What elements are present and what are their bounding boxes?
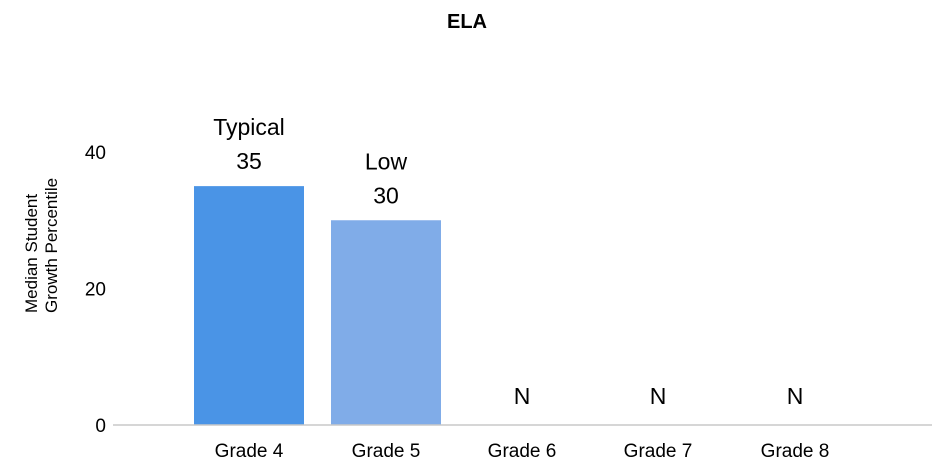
bar-value-label: 30	[373, 182, 399, 208]
bar	[331, 220, 441, 425]
bar-value-label: N	[787, 383, 804, 409]
x-tick-label: Grade 8	[761, 441, 830, 462]
y-axis-title-line-2: Growth Percentile	[42, 178, 61, 313]
bar	[194, 186, 304, 425]
y-axis-title-line-1: Median Student	[22, 194, 41, 313]
bar-value-label: 35	[236, 148, 262, 174]
bar-status-label: Low	[365, 148, 408, 174]
bar-labels: 35 Typical 30 Low N N N	[213, 114, 803, 409]
y-tick-label: 0	[95, 416, 106, 437]
x-tick-label: Grade 7	[624, 441, 693, 462]
y-axis-title: Median Student Growth Percentile	[22, 178, 61, 313]
x-tick-label: Grade 5	[352, 441, 421, 462]
y-axis-ticks: 0 20 40	[85, 143, 106, 437]
y-tick-label: 40	[85, 143, 106, 164]
bar-status-label: Typical	[213, 114, 285, 140]
x-axis: Grade 4 Grade 5 Grade 6 Grade 7 Grade 8	[113, 424, 932, 462]
bars	[194, 186, 441, 425]
chart-title: ELA	[447, 11, 487, 33]
x-tick-label: Grade 4	[215, 441, 284, 462]
x-tick-label: Grade 6	[488, 441, 557, 462]
y-tick-label: 20	[85, 280, 106, 301]
bar-value-label: N	[514, 383, 531, 409]
bar-value-label: N	[650, 383, 667, 409]
